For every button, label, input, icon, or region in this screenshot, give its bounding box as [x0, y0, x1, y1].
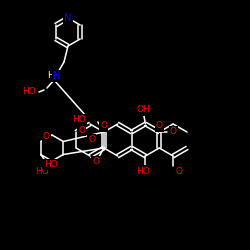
Text: N: N	[64, 13, 72, 23]
Text: OH: OH	[136, 106, 150, 114]
Text: HO: HO	[35, 166, 49, 175]
Text: O: O	[156, 122, 163, 130]
Text: O: O	[100, 122, 107, 130]
Text: H: H	[46, 72, 54, 80]
Text: O: O	[88, 136, 95, 144]
Text: O: O	[78, 126, 85, 135]
Text: O: O	[176, 166, 183, 175]
Text: O: O	[170, 128, 177, 136]
Text: HO: HO	[72, 116, 86, 124]
Text: N: N	[53, 71, 61, 81]
Text: HO: HO	[44, 160, 58, 169]
Text: HO: HO	[136, 166, 150, 175]
Text: O: O	[43, 132, 50, 141]
Text: O: O	[92, 158, 99, 166]
Text: HO: HO	[22, 88, 36, 96]
